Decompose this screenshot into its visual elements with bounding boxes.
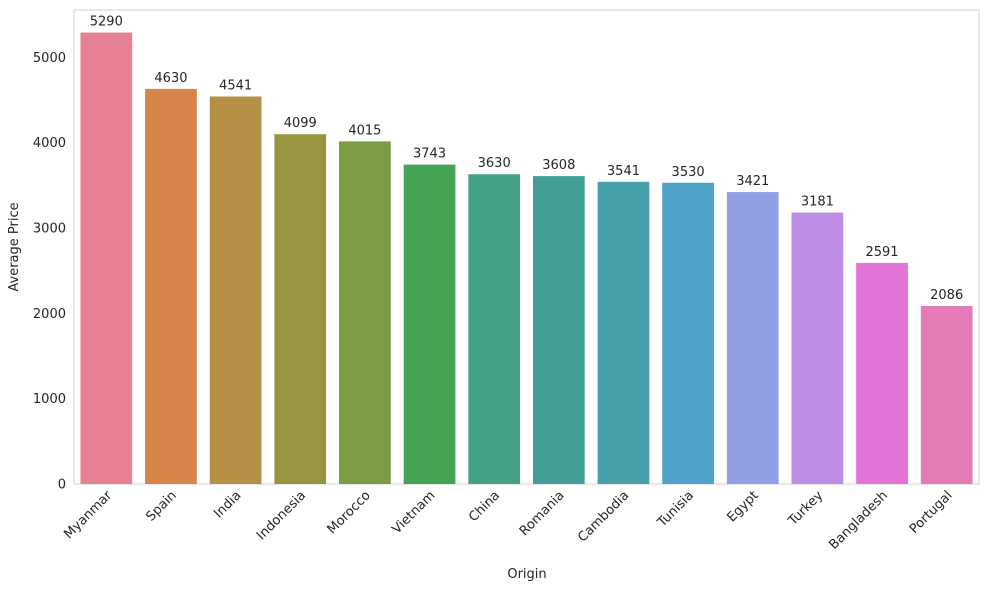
y-tick-label: 0 bbox=[58, 478, 66, 493]
value-label: 4099 bbox=[284, 116, 317, 131]
x-tick-label: Bangladesh bbox=[826, 488, 891, 553]
plot-frame bbox=[73, 9, 980, 485]
bar bbox=[856, 262, 908, 484]
y-tick-label: 2000 bbox=[33, 307, 66, 322]
value-label: 4015 bbox=[348, 123, 381, 138]
bar bbox=[403, 164, 456, 484]
value-label: 3421 bbox=[736, 174, 769, 189]
bar bbox=[532, 176, 585, 484]
value-label: 2086 bbox=[930, 288, 963, 303]
x-tick-label: India bbox=[211, 488, 244, 521]
value-label: 4541 bbox=[219, 78, 252, 93]
x-tick-label: Portugal bbox=[907, 488, 956, 537]
y-tick-label: 3000 bbox=[33, 221, 66, 236]
y-tick-label: 5000 bbox=[33, 51, 66, 66]
bar bbox=[339, 141, 391, 484]
x-tick-label: Egypt bbox=[724, 488, 761, 525]
x-tick-label: Turkey bbox=[785, 488, 826, 529]
x-tick-label: Cambodia bbox=[575, 488, 632, 545]
y-tick-label: 1000 bbox=[33, 392, 66, 407]
value-label: 4630 bbox=[154, 71, 187, 86]
y-tick-label: 4000 bbox=[33, 136, 66, 151]
x-tick-label: Tunisia bbox=[654, 488, 697, 531]
value-label: 3530 bbox=[672, 165, 705, 180]
bar bbox=[145, 88, 197, 484]
bar bbox=[662, 182, 714, 484]
bar bbox=[726, 192, 779, 484]
bar bbox=[920, 305, 973, 484]
bar bbox=[791, 212, 844, 484]
x-tick-label: China bbox=[466, 488, 503, 525]
value-label: 3630 bbox=[478, 156, 511, 171]
bar bbox=[80, 32, 133, 484]
bar bbox=[597, 181, 650, 484]
value-label: 2591 bbox=[865, 245, 898, 260]
y-axis-label: Average Price bbox=[7, 202, 22, 291]
value-label: 3608 bbox=[542, 158, 575, 173]
x-tick-label: Romania bbox=[517, 488, 568, 539]
value-label: 3541 bbox=[607, 164, 640, 179]
value-label: 5290 bbox=[90, 15, 123, 30]
value-label: 3181 bbox=[801, 195, 834, 210]
x-tick-label: Vietnam bbox=[389, 488, 438, 537]
x-axis-label: Origin bbox=[507, 567, 546, 582]
x-tick-label: Myanmar bbox=[61, 488, 115, 542]
x-tick-label: Spain bbox=[143, 488, 179, 524]
bar bbox=[209, 96, 262, 484]
value-label: 3743 bbox=[413, 147, 446, 162]
x-tick-label: Indonesia bbox=[254, 488, 309, 543]
bar bbox=[468, 174, 521, 484]
bar bbox=[274, 134, 327, 485]
x-tick-label: Morocco bbox=[325, 488, 374, 537]
